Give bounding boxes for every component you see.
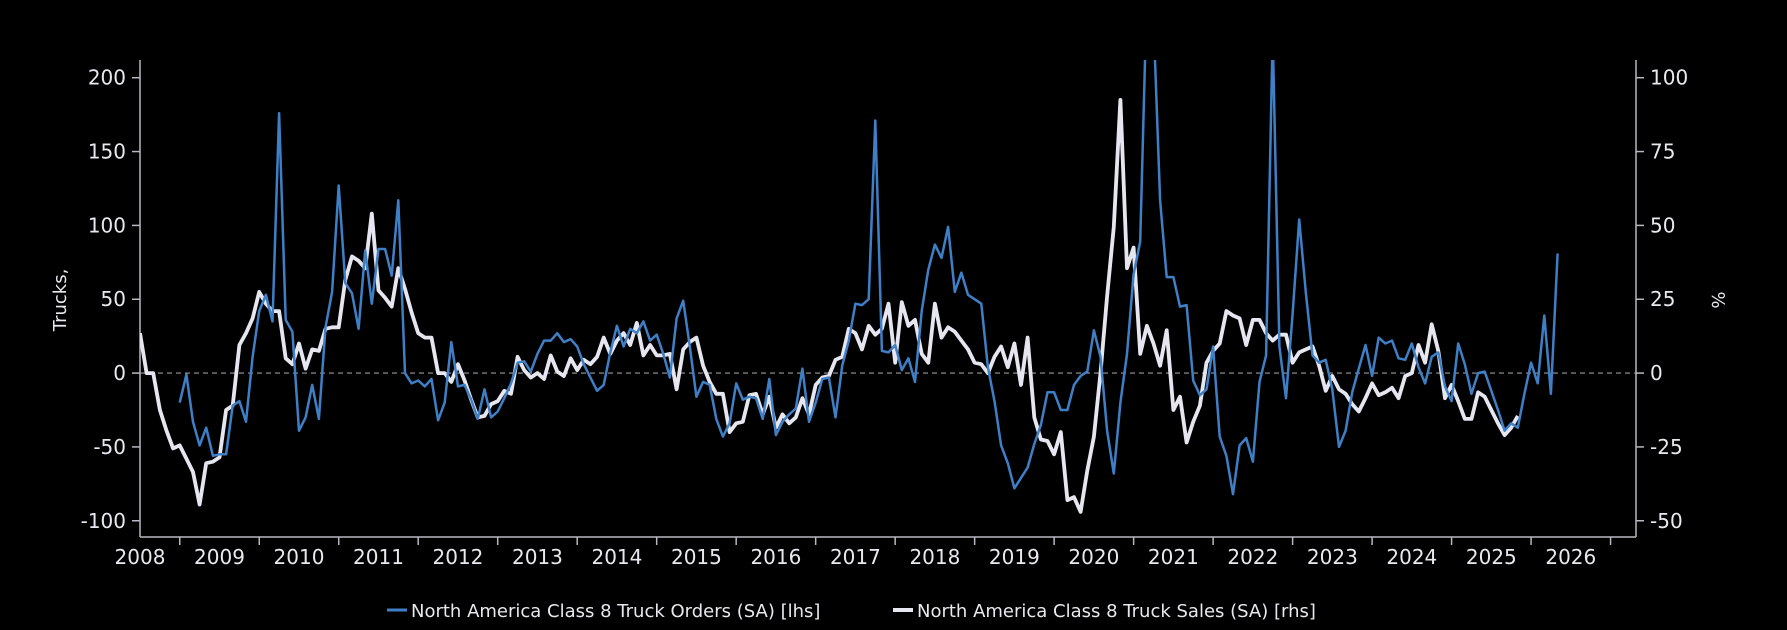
x-tick-label: 2009 — [194, 545, 245, 569]
series-group — [140, 60, 1559, 514]
x-tick-label: 2018 — [909, 545, 960, 569]
x-tick-label: 2020 — [1068, 545, 1119, 569]
x-tick-label: 2011 — [353, 545, 404, 569]
left-tick-label: -100 — [81, 509, 126, 533]
x-tick-label: 2026 — [1545, 545, 1596, 569]
x-tick-label: 2022 — [1227, 545, 1278, 569]
x-tick-label: 2016 — [750, 545, 801, 569]
x-tick-label: 2021 — [1148, 545, 1199, 569]
x-tick-label: 2019 — [989, 545, 1040, 569]
right-tick-label: 25 — [1650, 287, 1675, 311]
x-tick-label: 2012 — [433, 545, 484, 569]
right-tick-label: -50 — [1650, 509, 1683, 533]
left-tick-label: 100 — [88, 213, 126, 237]
left-tick-label: 150 — [88, 140, 126, 164]
right-axis-title: % — [1707, 291, 1728, 308]
left-axis-title: Trucks, — [50, 269, 71, 333]
x-tick-label: 2008 — [115, 545, 166, 569]
x-tick-label: 2013 — [512, 545, 563, 569]
x-tick-label: 2025 — [1466, 545, 1517, 569]
legend-label-sales: North America Class 8 Truck Sales (SA) [… — [917, 601, 1316, 622]
right-tick-label: -25 — [1650, 435, 1683, 459]
left-tick-label: 200 — [88, 66, 126, 90]
truck-sales-line — [140, 98, 1520, 514]
x-tick-label: 2010 — [274, 545, 325, 569]
right-tick-label: 100 — [1650, 66, 1688, 90]
x-tick-label: 2024 — [1386, 545, 1437, 569]
right-tick-label: 50 — [1650, 213, 1675, 237]
left-tick-label: 50 — [101, 287, 126, 311]
x-tick-label: 2015 — [671, 545, 722, 569]
right-tick-label: 75 — [1650, 140, 1675, 164]
left-tick-label: 0 — [113, 361, 126, 385]
legend: North America Class 8 Truck Orders (SA) … — [387, 601, 1316, 622]
right-tick-label: 0 — [1650, 361, 1663, 385]
left-tick-label: -50 — [93, 435, 126, 459]
x-tick-label: 2023 — [1307, 545, 1358, 569]
axes: 200 150 100 50 0 -50 -100 100 75 50 25 0 -25 -50 2008 2… — [81, 60, 1688, 569]
x-tick-label: 2014 — [591, 545, 642, 569]
truck-orders-line — [178, 60, 1559, 496]
legend-label-orders: North America Class 8 Truck Orders (SA) … — [411, 601, 820, 622]
x-tick-label: 2017 — [830, 545, 881, 569]
